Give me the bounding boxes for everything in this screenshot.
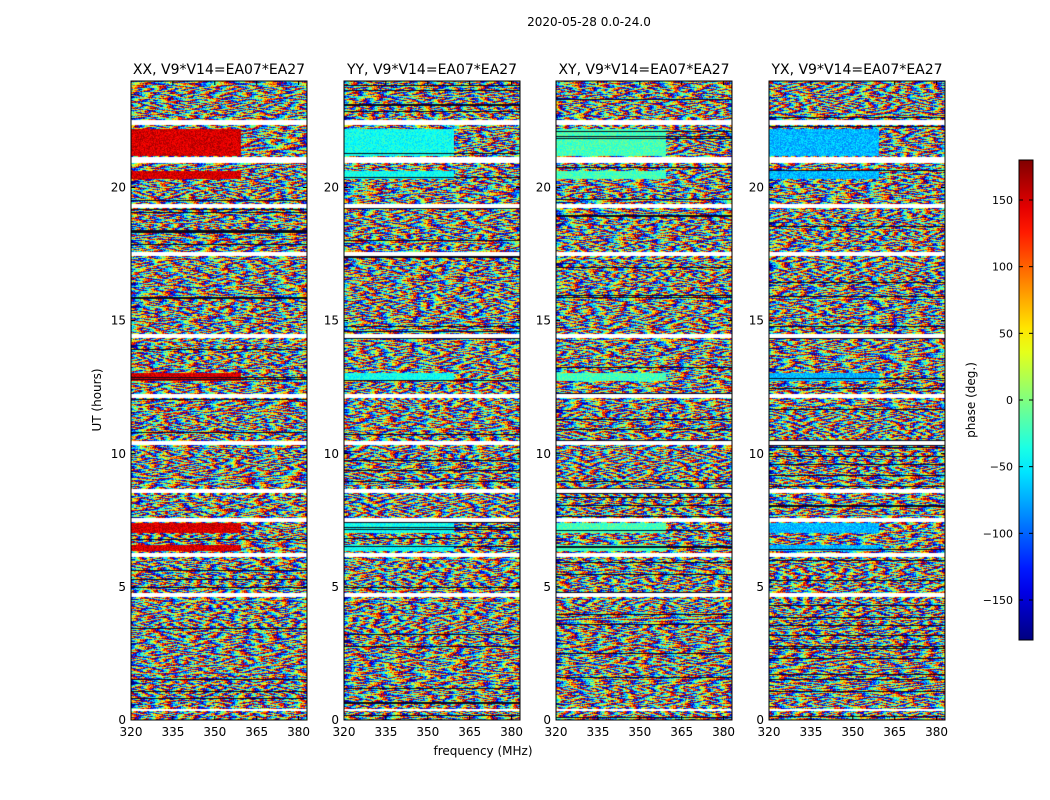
- panel-2: XY, V9*V14=EA07*EA27 320 335 350 365 380 0 5 10 1…: [536, 62, 735, 739]
- x-tick-label-0-1: 335: [161, 725, 184, 739]
- y-tick-label-2-0: 0: [543, 713, 551, 727]
- panel-frame-0: [130, 80, 308, 721]
- colorbar-tick-label-6: −150: [983, 594, 1013, 607]
- colorbar-tick-label-2: 50: [999, 327, 1013, 340]
- y-tick-label-1-2: 10: [324, 447, 339, 461]
- panel-frame-3: [768, 80, 946, 721]
- y-tick-label-3-3: 15: [749, 314, 764, 328]
- y-tick-label-0-3: 15: [111, 314, 126, 328]
- panels-group: XX, V9*V14=EA07*EA27 320 335 350 365 380 0 5 10 1…: [111, 62, 948, 739]
- y-tick-label-1-0: 0: [331, 713, 339, 727]
- colorbar: 150 100 50 0 −50 −100 −150: [983, 159, 1034, 641]
- colorbar-label: phase (deg.): [964, 362, 978, 438]
- y-tick-label-3-4: 20: [749, 181, 764, 195]
- panel-0: XX, V9*V14=EA07*EA27 320 335 350 365 380 0 5 10 1…: [111, 62, 310, 739]
- x-tick-label-1-2: 350: [416, 725, 439, 739]
- colorbar-tick-label-3: 0: [1006, 394, 1013, 407]
- x-tick-label-0-3: 365: [245, 725, 268, 739]
- x-tick-label-2-1: 335: [586, 725, 609, 739]
- y-tick-label-3-0: 0: [756, 713, 764, 727]
- y-axis-label: UT (hours): [90, 368, 104, 431]
- y-tick-label-0-2: 10: [111, 447, 126, 461]
- x-tick-label-1-4: 380: [500, 725, 523, 739]
- x-tick-label-2-0: 320: [545, 725, 568, 739]
- x-tick-label-2-2: 350: [628, 725, 651, 739]
- panel-3: YX, V9*V14=EA07*EA27 320 335 350 365 380 0 5 10 1…: [749, 62, 948, 739]
- heatmap-3: [769, 81, 945, 720]
- x-tick-label-1-0: 320: [333, 725, 356, 739]
- x-tick-label-0-0: 320: [120, 725, 143, 739]
- x-tick-label-3-0: 320: [758, 725, 781, 739]
- x-tick-label-0-2: 350: [203, 725, 226, 739]
- y-tick-label-2-3: 15: [536, 314, 551, 328]
- x-tick-label-3-2: 350: [841, 725, 864, 739]
- panel-1: YY, V9*V14=EA07*EA27 320 335 350 365 380 0 5 10 1…: [324, 62, 523, 739]
- figure-suptitle: 2020-05-28 0.0-24.0: [527, 15, 651, 29]
- panel-frame-1: [343, 80, 521, 721]
- y-tick-label-3-1: 5: [756, 580, 764, 594]
- y-tick-label-3-2: 10: [749, 447, 764, 461]
- y-tick-label-2-2: 10: [536, 447, 551, 461]
- colorbar-tick-label-5: −100: [983, 527, 1013, 540]
- x-tick-label-2-4: 380: [712, 725, 735, 739]
- y-tick-label-2-1: 5: [543, 580, 551, 594]
- x-tick-label-3-3: 365: [883, 725, 906, 739]
- colorbar-tick-label-1: 100: [992, 261, 1013, 274]
- x-tick-label-1-1: 335: [374, 725, 397, 739]
- colorbar-tick-label-4: −50: [990, 461, 1013, 474]
- x-tick-label-2-3: 365: [670, 725, 693, 739]
- y-tick-label-1-3: 15: [324, 314, 339, 328]
- heatmap-2: [556, 81, 732, 720]
- heatmap-0: [131, 81, 307, 720]
- x-tick-label-3-1: 335: [799, 725, 822, 739]
- y-tick-label-2-4: 20: [536, 181, 551, 195]
- panel-frame-2: [555, 80, 733, 721]
- panel-title-0: XX, V9*V14=EA07*EA27: [133, 62, 305, 78]
- y-tick-label-1-1: 5: [331, 580, 339, 594]
- panel-title-1: YY, V9*V14=EA07*EA27: [346, 62, 517, 78]
- x-tick-label-0-4: 380: [287, 725, 310, 739]
- x-tick-label-3-4: 380: [925, 725, 948, 739]
- y-tick-label-0-1: 5: [118, 580, 126, 594]
- colorbar-tick-label-0: 150: [992, 194, 1013, 207]
- y-tick-label-0-4: 20: [111, 181, 126, 195]
- x-tick-label-1-3: 365: [458, 725, 481, 739]
- x-axis-label: frequency (MHz): [433, 744, 532, 758]
- heatmap-1: [344, 81, 520, 720]
- y-tick-label-1-4: 20: [324, 181, 339, 195]
- panel-title-2: XY, V9*V14=EA07*EA27: [558, 62, 729, 78]
- y-tick-label-0-0: 0: [118, 713, 126, 727]
- panel-title-3: YX, V9*V14=EA07*EA27: [770, 62, 942, 78]
